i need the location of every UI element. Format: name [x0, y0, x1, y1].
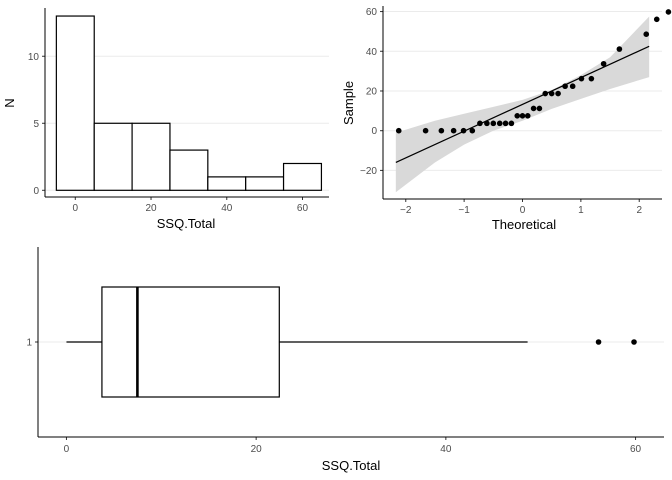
histogram-y-tick-label: 0 — [33, 186, 39, 197]
qq-point — [542, 90, 549, 97]
qq-point — [530, 105, 537, 112]
qq-point — [616, 46, 623, 52]
qq-y-axis-title: Sample — [341, 81, 356, 125]
boxplot-x-tick-label: 20 — [251, 444, 263, 455]
qq-point — [562, 83, 568, 90]
histogram-bar — [55, 15, 95, 191]
qq-point — [600, 60, 607, 67]
qq-x-tick-label: −1 — [458, 205, 470, 216]
histogram-bar — [131, 122, 171, 191]
boxplot-outlier — [631, 339, 637, 345]
histogram-bar — [93, 122, 133, 191]
qq-point — [555, 90, 561, 97]
qq-y-tick-label: 40 — [366, 47, 378, 58]
qq-point — [496, 120, 503, 127]
histogram-panel: 0 20 40 60 0 5 10 SSQ.Total N — [2, 8, 329, 231]
boxplot-x-tick-label: 0 — [64, 444, 70, 455]
qq-point — [422, 127, 429, 134]
histogram-x-tick-label: 20 — [145, 203, 157, 214]
qq-x-tick-label: 2 — [636, 205, 642, 216]
histogram-bar — [245, 176, 285, 191]
boxplot-x-tick-label: 60 — [630, 444, 642, 455]
boxplot-box — [101, 286, 280, 398]
qq-y-tick-label: −20 — [360, 166, 377, 177]
qq-point — [490, 120, 497, 127]
qq-x-axis-title: Theoretical — [492, 217, 556, 232]
qq-point — [460, 127, 467, 134]
qq-point — [588, 75, 595, 82]
qq-point — [484, 120, 490, 127]
histogram-y-tick-label: 5 — [33, 119, 39, 130]
qq-point — [450, 127, 457, 134]
qq-point — [514, 113, 521, 119]
qq-x-tick-label: 0 — [520, 205, 526, 216]
qq-point — [519, 113, 526, 119]
boxplot-x-axis-title: SSQ.Total — [322, 458, 381, 473]
qq-reference-line — [395, 45, 650, 164]
qq-point — [438, 127, 445, 134]
histogram-x-axis-title: SSQ.Total — [157, 216, 216, 231]
qq-y-tick-label: 60 — [366, 7, 378, 18]
histogram-x-tick-label: 40 — [221, 203, 233, 214]
qq-point — [536, 105, 543, 112]
boxplot-panel: 0 20 40 60 1 SSQ.Total — [26, 247, 664, 473]
histogram-y-axis-title: N — [2, 98, 17, 107]
qq-x-tick-label: −2 — [400, 205, 412, 216]
qq-point — [508, 120, 515, 127]
boxplot-x-tick-label: 40 — [440, 444, 452, 455]
histogram-x-tick-label: 0 — [73, 203, 79, 214]
qq-point — [502, 120, 509, 127]
qq-point — [578, 75, 585, 82]
qq-point — [469, 127, 476, 134]
histogram-bar — [207, 176, 247, 191]
qq-y-tick-label: 0 — [371, 126, 377, 137]
qq-plot-panel: −2 −1 0 1 2 −20 0 20 40 60 Theoretical Sample — [341, 6, 672, 232]
histogram-x-tick-label: 60 — [297, 203, 309, 214]
qq-point — [643, 31, 650, 37]
boxplot-category-label: 1 — [26, 338, 32, 349]
qq-y-tick-label: 20 — [366, 86, 378, 97]
boxplot-outlier — [595, 339, 602, 345]
qq-point — [395, 127, 402, 134]
qq-point — [477, 120, 483, 127]
qq-x-tick-label: 1 — [578, 205, 584, 216]
histogram-bar — [169, 149, 209, 191]
histogram-y-tick-label: 10 — [28, 52, 40, 63]
qq-point — [548, 90, 555, 97]
qq-point — [653, 16, 660, 23]
qq-point — [569, 83, 576, 90]
qq-point — [665, 9, 672, 15]
qq-point — [524, 113, 531, 119]
histogram-bar — [282, 162, 323, 191]
